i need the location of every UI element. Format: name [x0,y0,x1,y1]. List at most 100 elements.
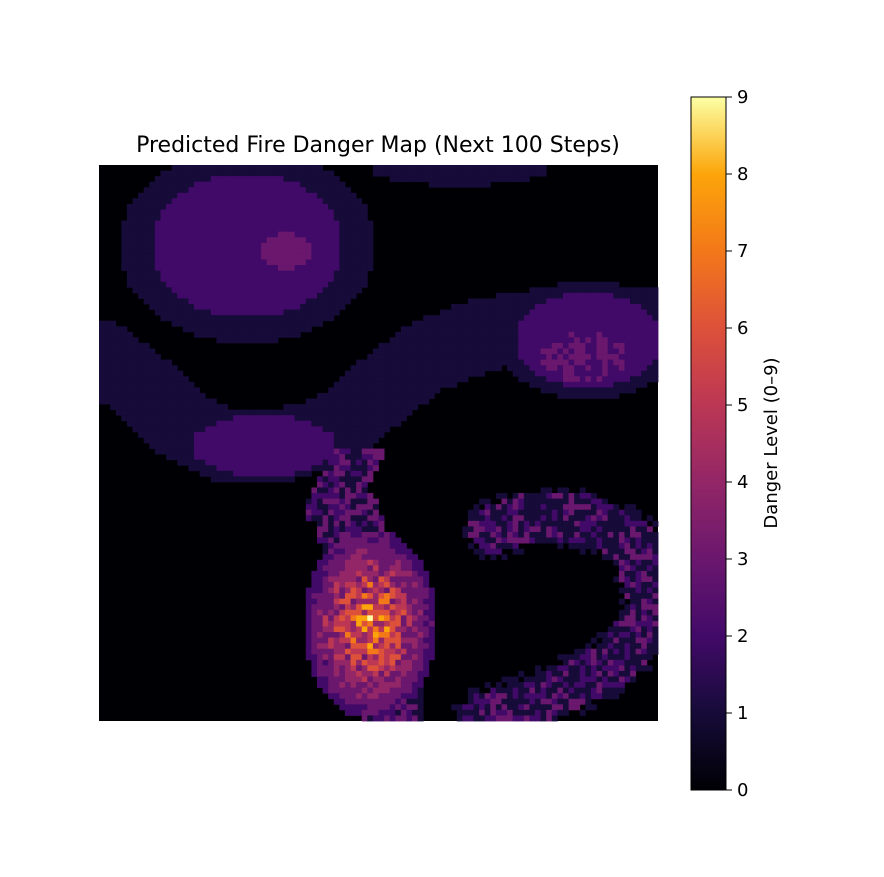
heatmap-cell [412,348,419,355]
heatmap-cell [132,198,139,205]
heatmap-cell [361,381,368,388]
heatmap-cell [562,682,569,689]
heatmap-cell [512,370,519,377]
heatmap-cell [439,165,446,171]
heatmap-cell [311,259,318,266]
heatmap-cell [372,709,379,716]
heatmap-cell [333,548,340,555]
heatmap-cell [562,665,569,672]
heatmap-cell [523,504,530,511]
heatmap-cell [400,548,407,555]
heatmap-cell [484,365,491,372]
heatmap-cell [328,181,335,188]
heatmap-cell [484,176,491,183]
heatmap-cell [244,298,251,305]
heatmap-cell [630,637,637,644]
heatmap-cell [339,582,346,588]
heatmap-cell [400,415,407,422]
heatmap-cell [574,648,581,655]
heatmap-cell [456,304,463,310]
heatmap-cell [233,337,240,344]
heatmap-cell [484,348,491,355]
heatmap-cell [277,248,284,255]
heatmap-cell [361,582,368,588]
heatmap-cell [328,304,335,310]
heatmap-cell [428,326,435,333]
heatmap-cell [261,443,268,449]
heatmap-cell [277,220,284,227]
heatmap-cell [423,615,430,622]
heatmap-cell [149,376,156,383]
heatmap-cell [579,326,586,333]
heatmap-cell [350,565,357,572]
heatmap-cell [154,404,161,411]
heatmap-cell [244,454,251,461]
heatmap-cell [540,309,547,316]
heatmap-cell [350,476,357,483]
heatmap-cell [624,587,631,594]
heatmap-cell [613,531,620,538]
heatmap-cell [451,354,458,360]
heatmap-cell [277,265,284,272]
heatmap-cell [294,170,301,177]
heatmap-cell [367,465,374,472]
heatmap-cell [199,220,206,227]
heatmap-cell [356,281,363,288]
heatmap-cell [490,537,497,544]
heatmap-cell [490,170,497,177]
heatmap-cell [423,376,430,383]
heatmap-cell [613,292,620,299]
heatmap-cell [356,648,363,655]
heatmap-cell [518,337,525,344]
heatmap-cell [602,554,609,561]
heatmap-cell [473,370,480,377]
heatmap-cell [590,515,597,522]
heatmap-cell [339,237,346,244]
heatmap-cell [551,520,558,527]
heatmap-cell [166,265,173,272]
heatmap-cell [311,426,318,433]
heatmap-cell [350,420,357,427]
heatmap-cell [317,276,323,283]
heatmap-cell [238,443,245,449]
heatmap-cell [333,459,340,466]
heatmap-cell [535,504,542,511]
heatmap-cell [652,537,659,544]
heatmap-cell [451,165,458,171]
heatmap-cell [367,265,374,272]
heatmap-cell [590,648,597,655]
heatmap-cell [585,682,592,689]
heatmap-cell [546,320,553,327]
heatmap-cell [646,554,653,561]
heatmap-cell [322,176,329,183]
heatmap-cell [400,693,407,700]
heatmap-cell [255,170,262,177]
heatmap-cell [417,604,424,611]
heatmap-cell [596,498,603,505]
heatmap-cell [523,493,530,499]
heatmap-cell [171,176,178,183]
heatmap-cell [199,170,206,177]
heatmap-cell [171,226,178,233]
heatmap-cell [579,487,586,494]
heatmap-cell [361,426,368,433]
heatmap-cell [501,292,508,299]
heatmap-cell [255,331,262,338]
heatmap-cell [641,604,648,611]
heatmap-cell [261,320,268,327]
heatmap-cell [484,698,491,705]
heatmap-cell [238,215,245,221]
heatmap-cell [596,281,603,288]
heatmap-cell [322,615,329,622]
heatmap-cell [361,487,368,494]
heatmap-cell [344,292,351,299]
heatmap-cell [602,504,609,511]
heatmap-cell [361,443,368,449]
heatmap-cell [501,493,508,499]
heatmap-cell [568,287,575,294]
heatmap-cell [518,693,525,700]
heatmap-cell [423,354,430,360]
heatmap-cell [512,509,519,516]
heatmap-cell [372,381,379,388]
heatmap-cell [462,315,469,322]
